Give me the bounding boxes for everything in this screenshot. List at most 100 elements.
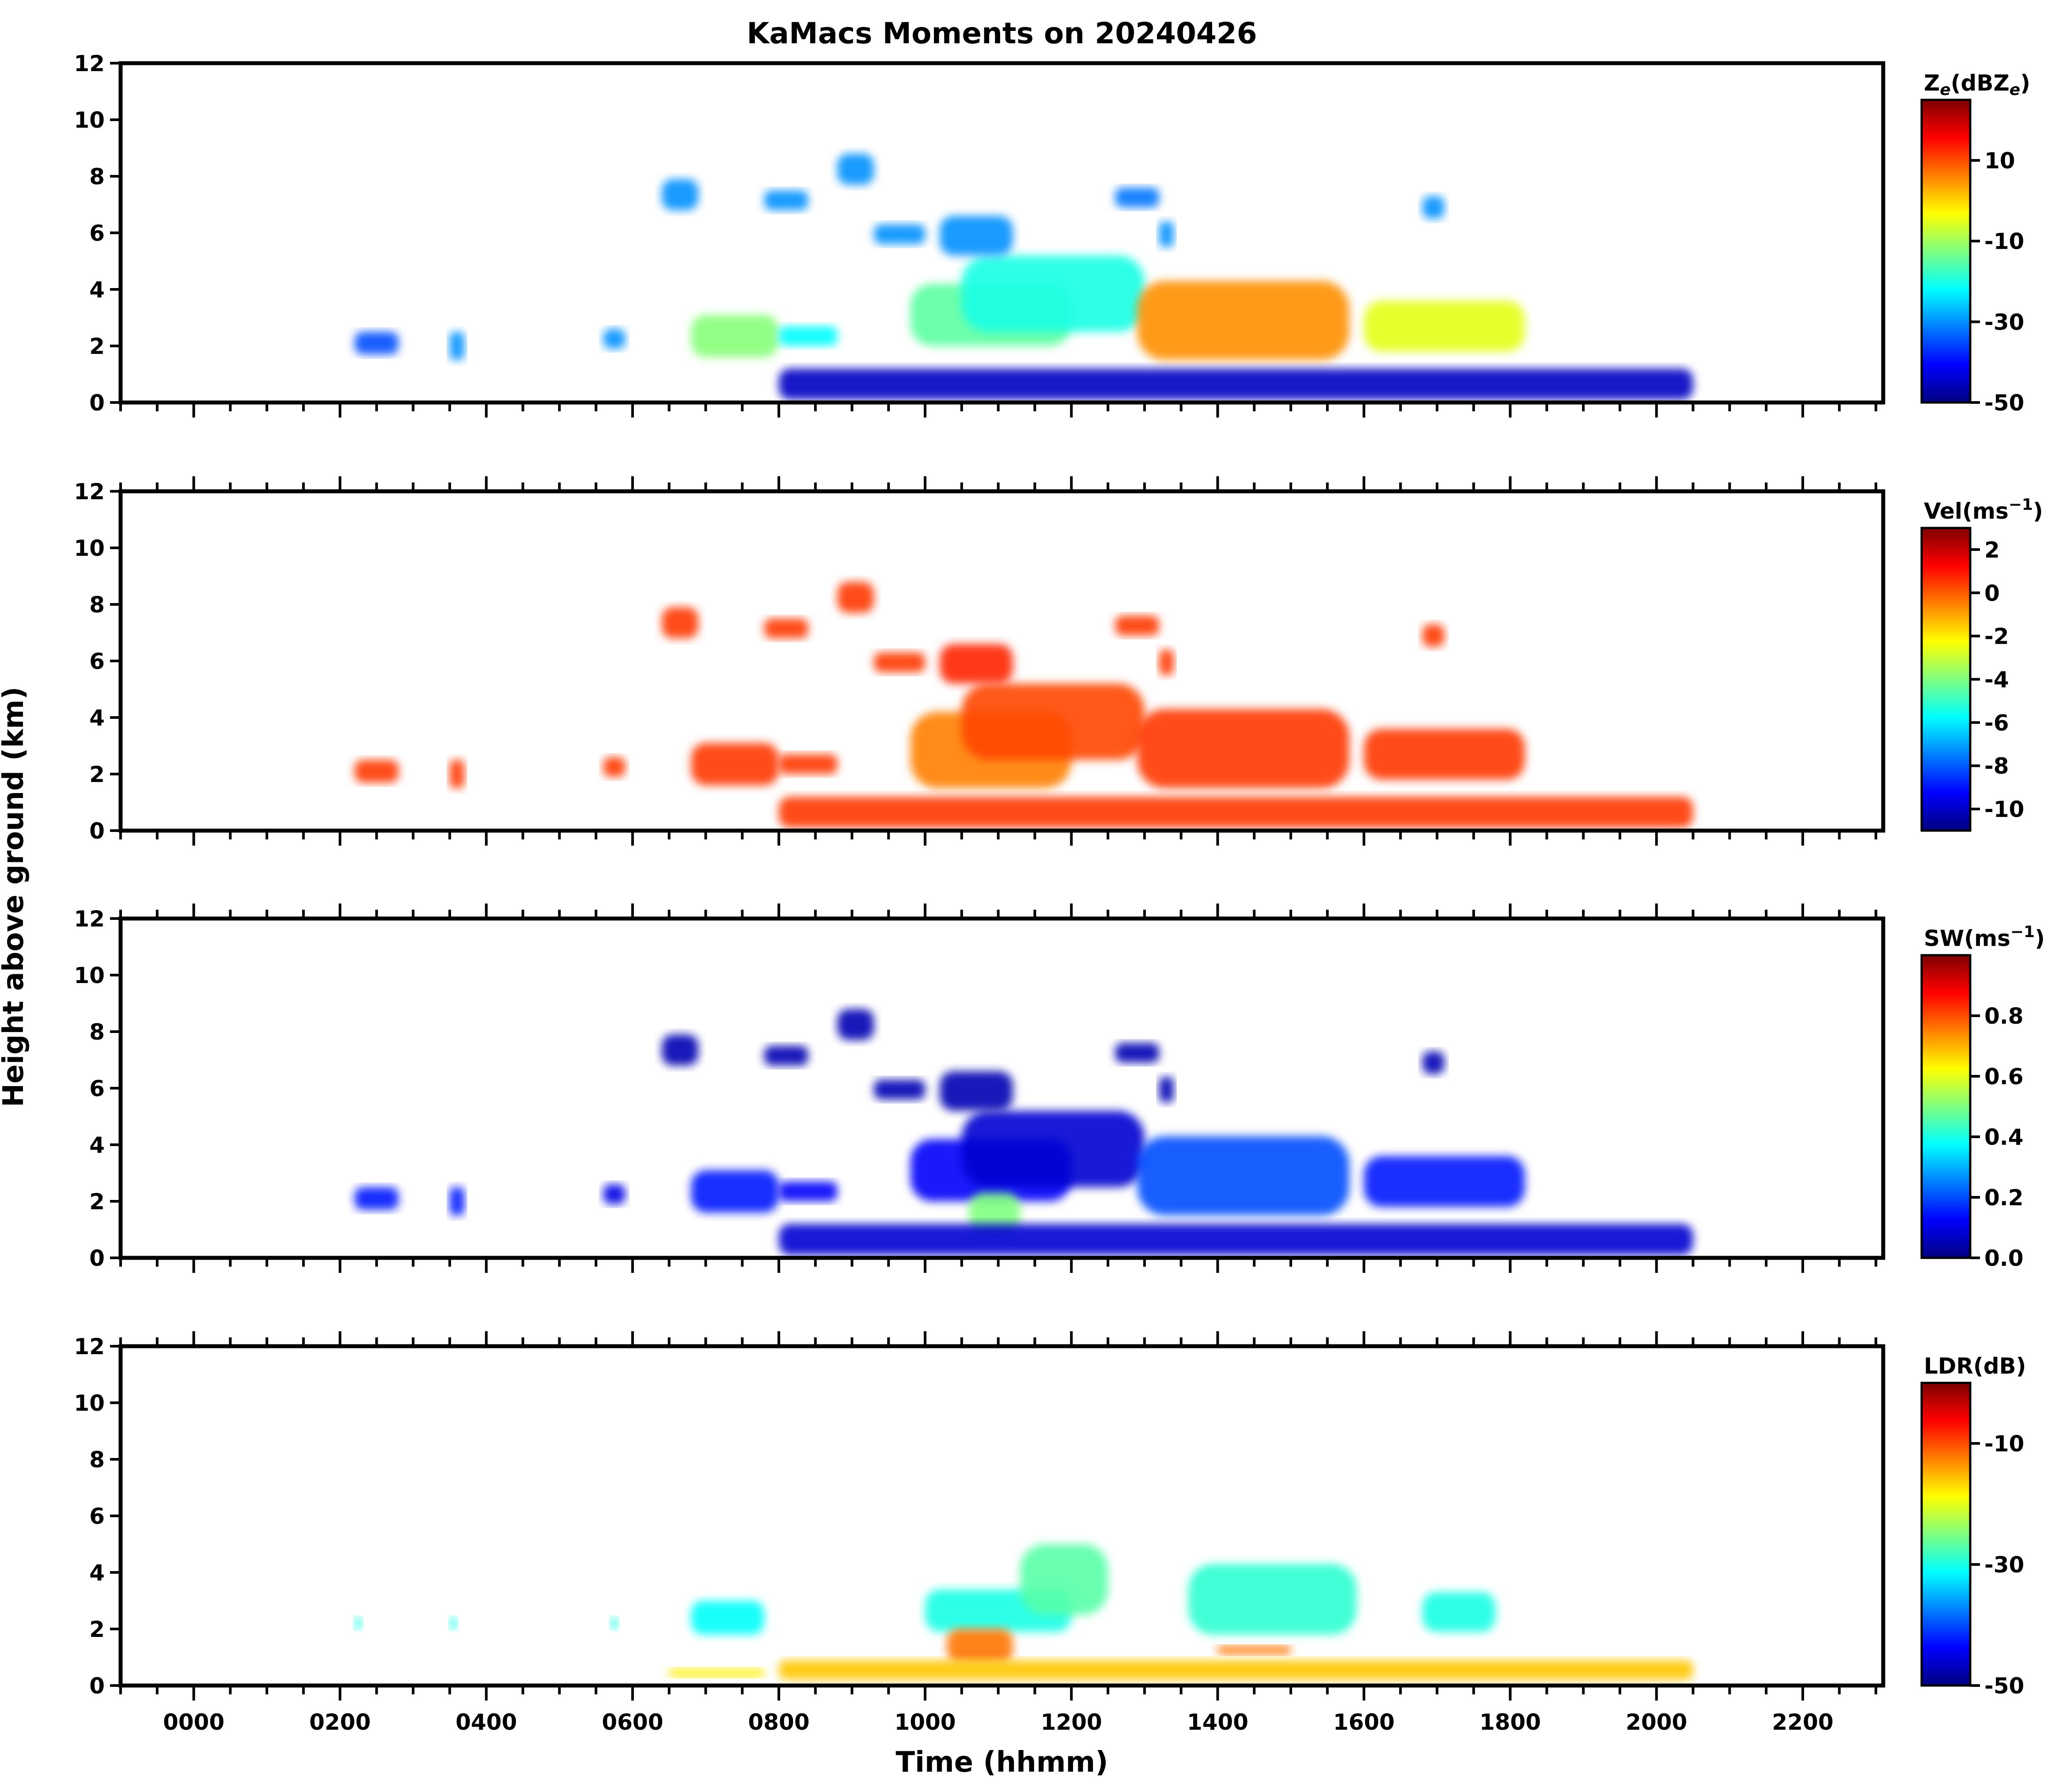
ldr-echo-9	[1217, 1646, 1291, 1655]
spectrum_width-echo-11	[662, 1034, 698, 1066]
y-tick-label: 10	[74, 535, 105, 561]
velocity-echo-16	[1159, 649, 1174, 675]
ldr-echo-5	[354, 1617, 362, 1629]
x-tick-label: 0800	[748, 1709, 809, 1735]
velocity-echo-3	[691, 743, 779, 786]
colorbar-tick-label: 2	[1984, 537, 2000, 563]
reflectivity-echo-14	[1115, 187, 1159, 208]
reflectivity-echo-13	[837, 153, 874, 185]
reflectivity-panel: 0 2 4 6 8 10 12 10 -10 -30 -50 Ze(dBZe)	[74, 51, 2030, 418]
reflectivity-echo-16	[1159, 221, 1174, 247]
y-tick-label: 6	[89, 220, 105, 246]
colorbar-tick-label: -50	[1984, 390, 2024, 416]
spectrum_width-echo-4	[779, 1181, 838, 1201]
ldr-echo-10	[779, 1660, 1693, 1680]
colorbar-tick-label: -10	[1984, 229, 2024, 254]
spectrum_width-echo-12	[764, 1046, 808, 1066]
colorbar-tick-label: 0.0	[1984, 1245, 2024, 1271]
y-tick-label: 12	[74, 479, 105, 505]
colorbar-tick-label: -6	[1984, 710, 2009, 736]
reflectivity-echoes	[354, 153, 1693, 400]
figure-title: KaMacs Moments on 20240426	[747, 16, 1257, 50]
y-tick-label: 2	[89, 762, 105, 787]
ldr-echo-8	[947, 1629, 1013, 1663]
spectrum_width-echo-18	[779, 1224, 1693, 1255]
velocity-echo-6	[961, 683, 1145, 760]
velocity-echo-0	[354, 760, 399, 783]
y-tick-label: 12	[74, 1334, 105, 1359]
y-tick-label: 8	[89, 592, 105, 618]
colorbar-tick-label: 0	[1984, 581, 2000, 606]
y-tick-label: 2	[89, 1617, 105, 1642]
y-tick-label: 6	[89, 649, 105, 674]
spectrum-width-colorbar	[1920, 954, 1972, 1259]
y-tick-label: 12	[74, 51, 105, 76]
velocity-panel: 0 2 4 6 8 10 12 2 0 -2 -4 -6 -8 -10 Vel(ms−1)	[74, 476, 2043, 846]
spectrum_width-echo-8	[1364, 1156, 1525, 1207]
ldr-echo-6	[450, 1617, 457, 1629]
velocity-echo-13	[837, 581, 874, 613]
ldr-echo-11	[669, 1668, 764, 1677]
reflectivity-echo-17	[779, 368, 1693, 400]
colorbar-tick-label: -2	[1984, 624, 2009, 649]
y-tick-label: 8	[89, 1019, 105, 1045]
spectrum_width-echo-0	[354, 1187, 399, 1210]
spectrum-width-panel: 0 2 4 6 8 10 12 0.8 0.6 0.4 0.2 0.0 SW(ms−1)	[74, 904, 2045, 1273]
reflectivity-colorbar-label: Ze(dBZe)	[1924, 70, 2030, 99]
y-tick-label: 0	[89, 1673, 105, 1699]
x-tick-label: 0200	[309, 1709, 371, 1735]
ldr-frame	[118, 1344, 1885, 1688]
x-tick-label: 1800	[1479, 1709, 1541, 1735]
velocity-echoes	[354, 581, 1693, 828]
x-tick-label: 1600	[1333, 1709, 1395, 1735]
spectrum_width-echo-7	[1137, 1136, 1350, 1215]
x-tick-label: 1400	[1187, 1709, 1248, 1735]
reflectivity-colorbar-ticks: 10 -10 -30 -50	[1970, 148, 2024, 416]
velocity-echo-1	[450, 760, 465, 788]
spectrum_width-echo-13	[837, 1009, 874, 1040]
colorbar-tick-label: 0.6	[1984, 1064, 2024, 1090]
velocity-echo-17	[779, 797, 1693, 828]
spectrum_width-echo-2	[603, 1184, 626, 1204]
velocity-echo-4	[779, 754, 838, 774]
reflectivity-echo-7	[1137, 281, 1350, 360]
colorbar-tick-label: -30	[1984, 1552, 2024, 1578]
x-tick-label: 2200	[1772, 1709, 1833, 1735]
x-tick-label: 0000	[163, 1709, 224, 1735]
velocity-colorbar	[1920, 527, 1972, 832]
x-tick-label: 0400	[455, 1709, 517, 1735]
velocity-echo-15	[1422, 624, 1445, 647]
colorbar-tick-label: 0.8	[1984, 1003, 2024, 1029]
reflectivity-echo-15	[1422, 196, 1445, 219]
y-tick-label: 6	[89, 1076, 105, 1101]
velocity-echo-14	[1115, 615, 1159, 636]
x-tick-label: 0600	[602, 1709, 663, 1735]
spectrum-width-echoes	[354, 1009, 1693, 1255]
y-tick-label: 8	[89, 1447, 105, 1473]
reflectivity-echo-12	[764, 190, 808, 210]
ldr-echo-7	[611, 1617, 618, 1629]
velocity-frame	[118, 489, 1885, 833]
colorbar-tick-label: -10	[1984, 1431, 2024, 1457]
spectrum_width-echo-3	[691, 1170, 779, 1213]
velocity-echo-10	[874, 652, 925, 672]
ldr-echo-3	[1188, 1564, 1357, 1635]
velocity-echo-11	[662, 607, 698, 638]
reflectivity-echo-0	[354, 332, 399, 355]
spectrum-width-frame	[118, 916, 1885, 1260]
ldr-panel: 0 2 4 6 8 10 12 0000 0200 0400 0600 0800 1000 1200 140…	[74, 1331, 2026, 1735]
ldr-echo-2	[1020, 1544, 1108, 1615]
colorbar-tick-label: 0.2	[1984, 1185, 2024, 1211]
colorbar-tick-label: -30	[1984, 309, 2024, 335]
spectrum_width-echo-14	[1115, 1043, 1159, 1063]
y-tick-label: 8	[89, 164, 105, 190]
reflectivity-echo-4	[779, 326, 838, 346]
spectrum_width-echo-16	[1159, 1077, 1174, 1102]
y-tick-label: 4	[89, 277, 105, 303]
reflectivity-echo-9	[940, 216, 1013, 256]
reflectivity-echo-3	[691, 315, 779, 357]
y-tick-label: 10	[74, 107, 105, 133]
ldr-echo-4	[1422, 1592, 1496, 1632]
reflectivity-axes: 0 2 4 6 8 10 12	[74, 51, 1877, 418]
spectrum_width-echo-10	[874, 1079, 925, 1100]
